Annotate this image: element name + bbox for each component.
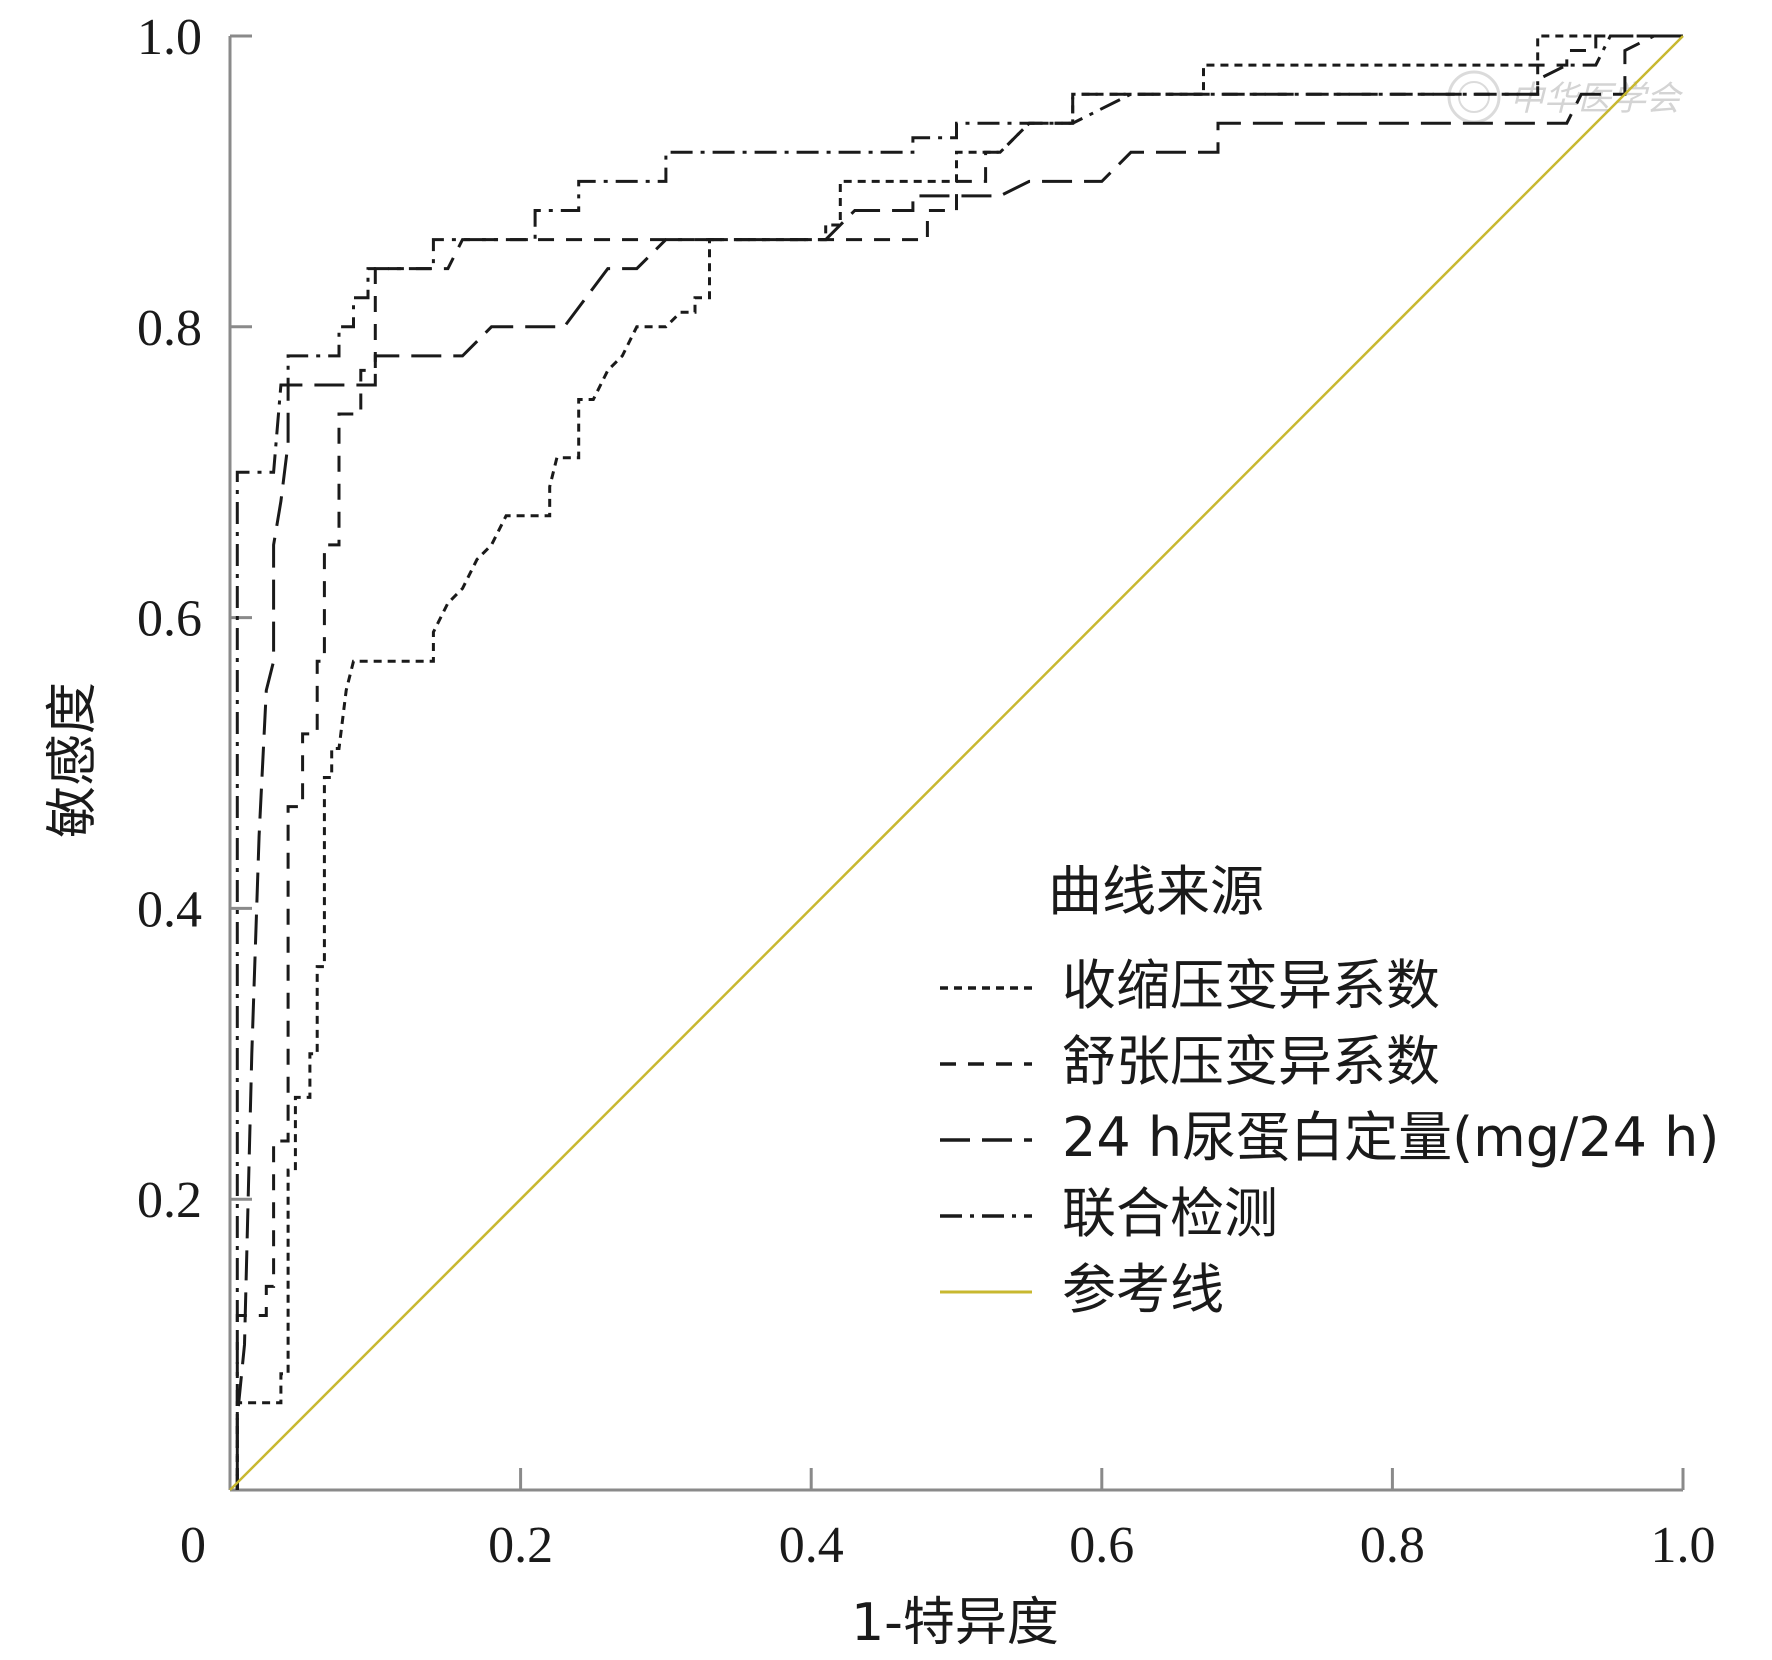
- y-tick-label: 0.6: [137, 591, 202, 648]
- legend-title: 曲线来源: [1048, 860, 1264, 923]
- x-tick-label: 1.0: [1651, 1517, 1716, 1574]
- y-ticks: 0.2 0.4 0.6 0.8 1.0: [137, 9, 252, 1229]
- y-tick-label: 0.2: [137, 1172, 202, 1229]
- axes: 0.2 0.4 0.6 0.8 1.0 0 0.2 0.4 0.6 0.8 1.0: [137, 9, 1716, 1574]
- x-tick-label: 0.8: [1360, 1517, 1425, 1574]
- x-axis-title: 1-特异度: [851, 1593, 1059, 1653]
- series-line-5: [229, 35, 1684, 1491]
- watermark-seal-icon: [1447, 70, 1501, 124]
- legend-label: 舒张压变异系数: [1062, 1030, 1440, 1093]
- legend-label: 联合检测: [1062, 1182, 1278, 1245]
- x-tick-label: 0.2: [488, 1517, 553, 1574]
- series-line-3: [235, 34, 1683, 1490]
- y-tick-label: 1.0: [137, 9, 202, 66]
- series-line-4: [235, 34, 1683, 1490]
- y-tick-label: 0.8: [137, 300, 202, 357]
- series-line-1: [235, 34, 1683, 1490]
- x-tick-label: 0.6: [1069, 1517, 1134, 1574]
- watermark: 中华医学会: [1447, 70, 1684, 124]
- legend-label: 收缩压变异系数: [1062, 954, 1440, 1017]
- x-tick-label: 0: [180, 1517, 206, 1574]
- x-ticks: 0 0.2 0.4 0.6 0.8 1.0: [180, 1468, 1716, 1574]
- legend-label: 24 h尿蛋白定量(mg/24 h): [1062, 1106, 1719, 1169]
- watermark-text: 中华医学会: [1510, 79, 1684, 119]
- legend-label: 参考线: [1062, 1258, 1224, 1321]
- y-tick-label: 0.4: [137, 881, 202, 938]
- series-layer: [229, 34, 1684, 1491]
- x-tick-label: 0.4: [779, 1517, 844, 1574]
- y-axis-title: 敏感度: [43, 682, 103, 838]
